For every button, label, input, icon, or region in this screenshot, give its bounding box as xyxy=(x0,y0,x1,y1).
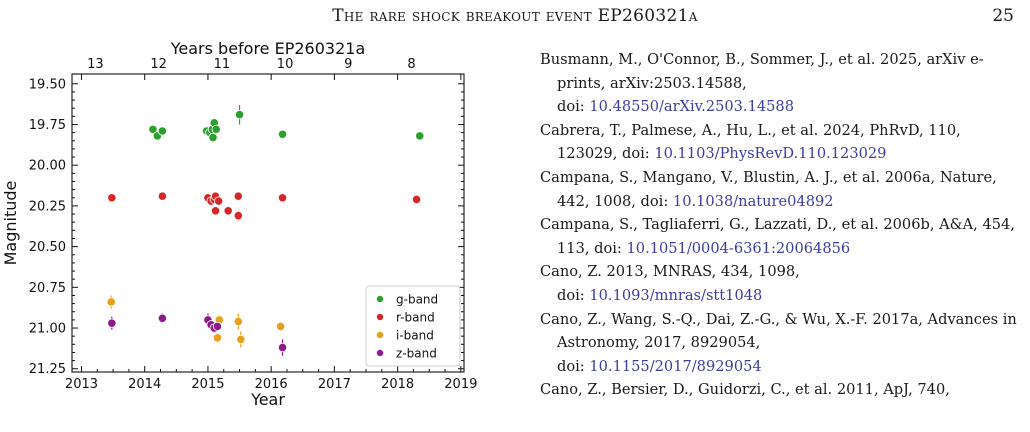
reference-text: Campana, S., Mangano, V., Blustin, A. J.… xyxy=(540,168,997,210)
doi-link[interactable]: 10.1038/nature04892 xyxy=(672,192,834,210)
plot-frame xyxy=(71,73,465,373)
light-curve-chart: 2013 2014 2015 2016 2017 2018 2019 13 12 11 10 9 8 19… xyxy=(1,39,477,409)
doi-link[interactable]: 10.1051/0004-6361:20064856 xyxy=(626,239,851,257)
reference-item: Cano, Z., Bersier, D., Guidorzi, C., et … xyxy=(540,378,1020,402)
legend-marker xyxy=(376,349,384,357)
legend-box xyxy=(365,285,461,367)
top-tick-label: 8 xyxy=(407,57,415,72)
series-i-band xyxy=(106,295,286,348)
series-g-band xyxy=(148,104,425,143)
top-tick-label: 13 xyxy=(87,57,104,72)
doi-link[interactable]: 10.1103/PhysRevD.110.123029 xyxy=(654,145,887,163)
x-tick-label: 2019 xyxy=(444,377,477,392)
reference-item: Cano, Z., Wang, S.-Q., Dai, Z.-G., & Wu,… xyxy=(540,310,1017,375)
doi-link[interactable]: 10.1155/2017/8929054 xyxy=(589,357,762,375)
legend-label: g-band xyxy=(396,293,438,307)
x-axis-label: Year xyxy=(250,390,285,409)
running-title: The rare shock breakout event EP260321a xyxy=(332,6,698,26)
references-list: Busmann, M., O'Connor, B., Sommer, J., e… xyxy=(540,48,1020,402)
data-point xyxy=(211,124,221,134)
data-point xyxy=(233,211,243,221)
y-tick-label: 20.75 xyxy=(29,281,66,296)
data-point xyxy=(276,321,286,332)
legend-label: r-band xyxy=(396,311,435,325)
series-z-band xyxy=(107,313,288,356)
top-tick-label: 9 xyxy=(344,57,352,72)
data-point xyxy=(233,191,243,201)
reference-text: Busmann, M., O'Connor, B., Sommer, J., e… xyxy=(540,51,984,92)
data-point xyxy=(411,194,422,204)
data-point xyxy=(210,206,221,216)
data-point xyxy=(106,297,116,307)
reference-text: Cabrera, T., Palmese, A., Hu, L., et al.… xyxy=(540,121,961,163)
x-tick-label: 2013 xyxy=(65,377,98,392)
top-tick-label: 12 xyxy=(150,57,167,72)
light-curve-figure: 2013 2014 2015 2016 2017 2018 2019 13 12 11 10 9 8 19… xyxy=(0,38,500,432)
reference-item: Campana, S., Mangano, V., Blustin, A. J.… xyxy=(540,166,1020,213)
reference-text: Cano, Z. 2013, MNRAS, 434, 1098, xyxy=(540,263,800,281)
reference-item: Cabrera, T., Palmese, A., Hu, L., et al.… xyxy=(540,119,1020,166)
y-tick-label: 20.25 xyxy=(29,199,66,214)
doi-link[interactable]: 10.1093/mnras/stt1048 xyxy=(589,286,763,304)
series-r-band xyxy=(107,191,422,221)
data-point xyxy=(234,110,245,120)
data-point xyxy=(157,313,168,323)
y-tick-label: 20.00 xyxy=(29,159,66,174)
y-tick-label: 21.00 xyxy=(29,322,66,337)
legend-marker xyxy=(376,331,384,339)
y-tick-label: 21.25 xyxy=(29,362,66,377)
reference-text: Campana, S., Tagliaferri, G., Lazzati, D… xyxy=(540,216,1015,257)
legend-marker xyxy=(376,295,384,303)
data-point xyxy=(107,193,117,203)
x-tick-label: 2016 xyxy=(255,377,288,392)
legend-marker xyxy=(376,313,384,321)
data-point xyxy=(277,129,288,139)
data-point xyxy=(233,316,243,327)
running-head: The rare shock breakout event EP260321a … xyxy=(0,6,1030,32)
reference-text: Cano, Z., Bersier, D., Guidorzi, C., et … xyxy=(540,381,950,399)
data-point xyxy=(208,132,218,143)
data-point xyxy=(236,334,246,345)
reference-item: Cano, Z. 2013, MNRAS, 434, 1098, doi: 10.… xyxy=(540,263,800,304)
data-point xyxy=(277,342,288,353)
data-point xyxy=(157,191,168,201)
data-point xyxy=(223,206,233,216)
reference-text: Cano, Z., Wang, S.-Q., Dai, Z.-G., & Wu,… xyxy=(540,310,1017,352)
top-tick-label: 11 xyxy=(214,57,231,72)
x-tick-label: 2015 xyxy=(191,377,224,392)
page-number: 25 xyxy=(992,6,1014,26)
reference-item: Busmann, M., O'Connor, B., Sommer, J., e… xyxy=(540,51,984,116)
top-tick-label: 10 xyxy=(277,57,294,72)
legend-label: z-band xyxy=(396,347,437,361)
top-axis-label: Years before EP260321a xyxy=(170,39,366,58)
x-tick-label: 2018 xyxy=(381,377,414,392)
legend-label: i-band xyxy=(396,329,434,343)
y-axis-label: Magnitude xyxy=(1,181,20,266)
y-tick-label: 19.75 xyxy=(29,118,66,133)
y-tick-label: 19.50 xyxy=(29,77,66,92)
data-point xyxy=(277,193,288,203)
data-point xyxy=(148,124,158,134)
doi-link[interactable]: 10.48550/arXiv.2503.14588 xyxy=(589,98,794,116)
reference-item: Campana, S., Tagliaferri, G., Lazzati, D… xyxy=(540,213,1020,260)
data-point xyxy=(214,196,224,206)
y-tick-label: 20.50 xyxy=(29,240,66,255)
x-tick-label: 2014 xyxy=(128,377,161,392)
data-point xyxy=(107,318,117,328)
data-point xyxy=(212,333,223,343)
data-point xyxy=(415,131,425,141)
x-tick-label: 2017 xyxy=(318,377,351,392)
data-point xyxy=(157,126,168,136)
data-point xyxy=(212,321,223,332)
